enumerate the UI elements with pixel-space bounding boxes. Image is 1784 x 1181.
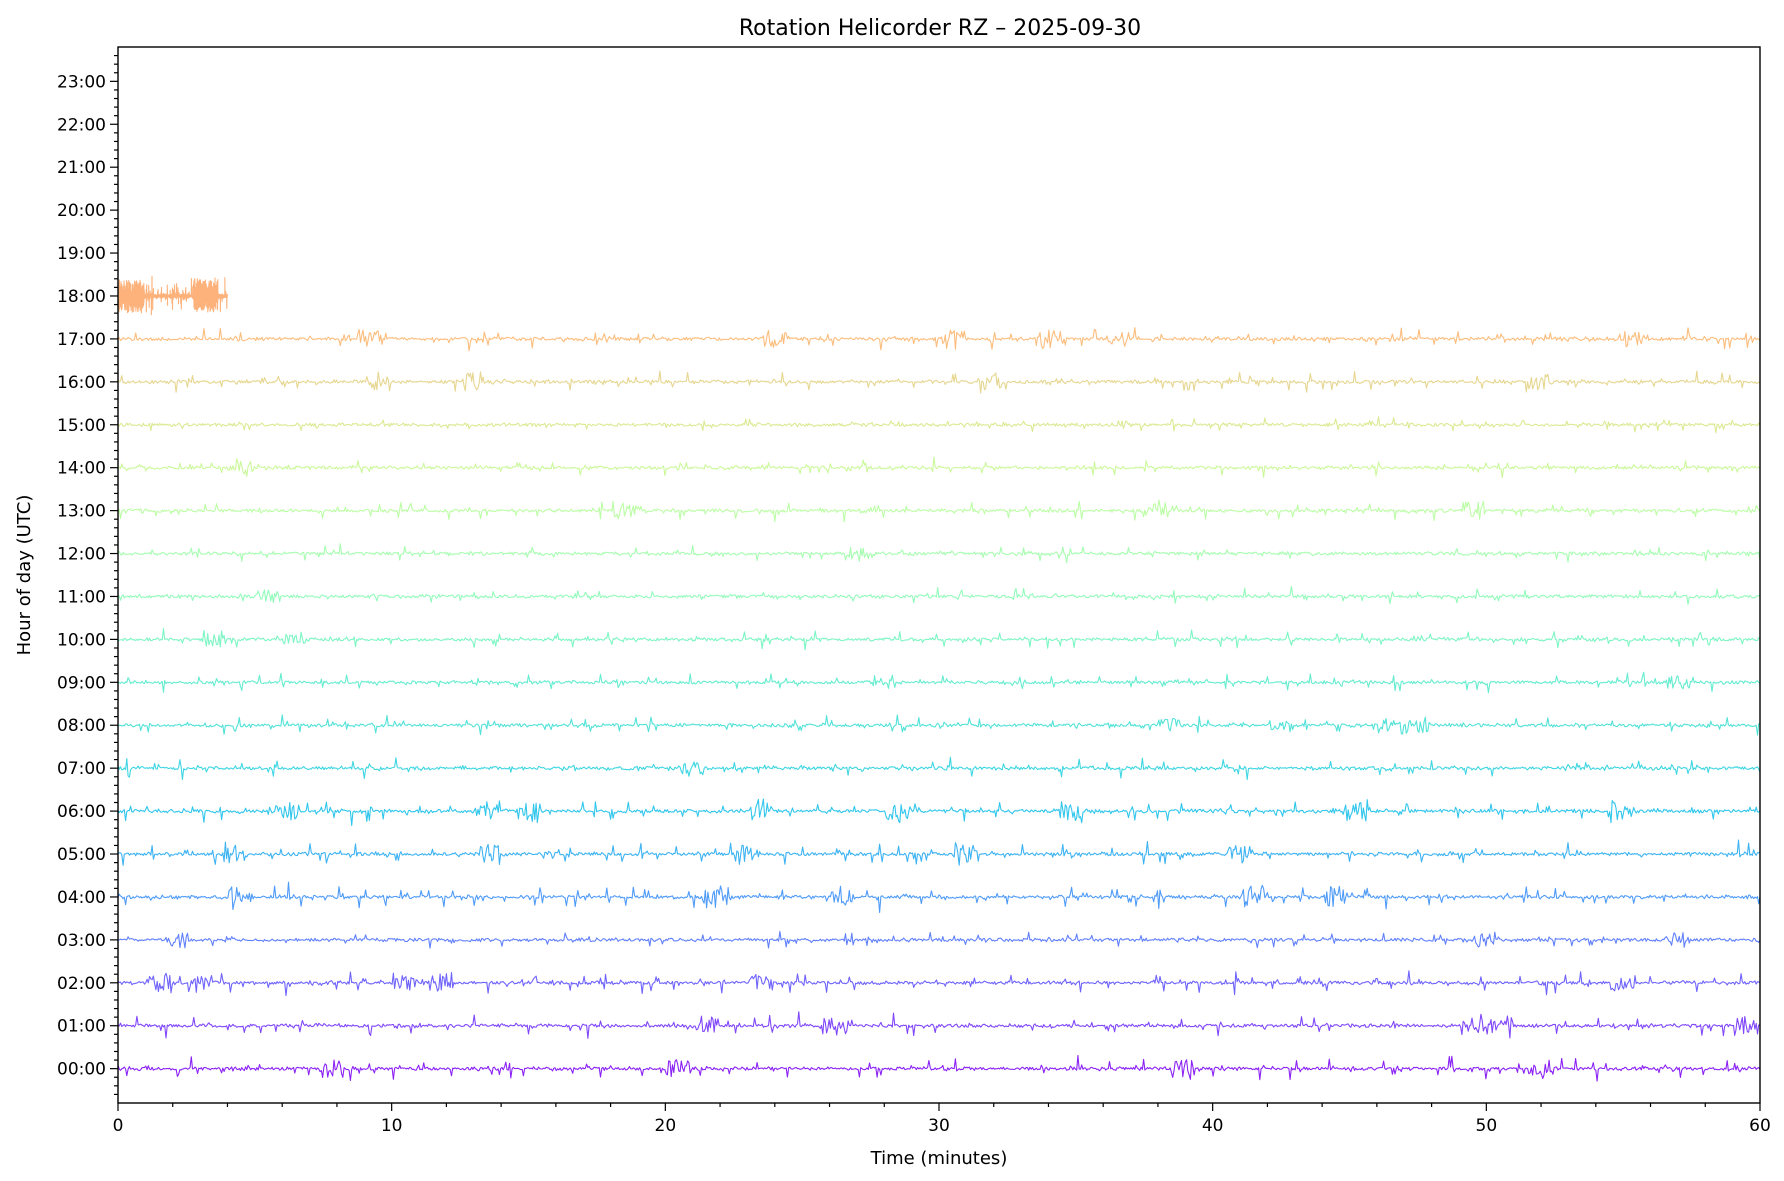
y-tick-label: 09:00 xyxy=(57,673,106,693)
x-tick-label: 0 xyxy=(113,1116,124,1136)
y-tick-label: 23:00 xyxy=(57,72,106,92)
trace-line xyxy=(117,970,1761,997)
x-tick-label: 40 xyxy=(1202,1116,1224,1136)
x-axis-label: Time (minutes) xyxy=(870,1148,1008,1169)
y-tick-label: 16:00 xyxy=(57,373,106,393)
trace-line xyxy=(117,1011,1761,1039)
trace-group xyxy=(117,275,1761,1082)
trace-line xyxy=(117,881,1761,914)
trace-line xyxy=(117,1054,1761,1082)
y-tick-label: 22:00 xyxy=(57,115,106,135)
y-tick-label: 04:00 xyxy=(57,888,106,908)
y-tick-label: 18:00 xyxy=(57,287,106,307)
x-tick-label: 20 xyxy=(655,1116,677,1136)
y-axis-label: Hour of day (UTC) xyxy=(14,495,35,656)
x-tick-label: 60 xyxy=(1749,1116,1771,1136)
trace-line xyxy=(117,416,1761,434)
y-axis: 00:00 01:00 02:00 03:00 04:00 05:00 06:00 07:00… xyxy=(57,54,118,1096)
y-tick-label: 12:00 xyxy=(57,545,106,565)
trace-line xyxy=(117,798,1761,826)
plot-frame xyxy=(117,46,1761,1104)
y-tick-label: 08:00 xyxy=(57,716,106,736)
y-tick-label: 21:00 xyxy=(57,158,106,178)
y-tick-label: 15:00 xyxy=(57,416,106,436)
y-tick-label: 11:00 xyxy=(57,587,106,607)
trace-line xyxy=(117,930,1761,949)
trace-line xyxy=(117,275,229,316)
x-axis: 0 10 20 30 40 50 60 xyxy=(113,1103,1771,1136)
trace-line xyxy=(117,839,1761,866)
trace-line xyxy=(117,714,1761,736)
y-tick-label: 13:00 xyxy=(57,502,106,522)
y-tick-label: 00:00 xyxy=(57,1060,106,1080)
y-tick-label: 14:00 xyxy=(57,459,106,479)
trace-line xyxy=(117,585,1761,605)
trace-line xyxy=(117,627,1761,651)
trace-line xyxy=(118,671,1761,694)
trace-line xyxy=(117,543,1761,564)
trace-line xyxy=(117,456,1761,479)
y-tick-label: 17:00 xyxy=(57,330,106,350)
y-tick-label: 01:00 xyxy=(57,1017,106,1037)
x-tick-label: 50 xyxy=(1476,1116,1498,1136)
y-tick-label: 10:00 xyxy=(57,630,106,650)
y-tick-label: 05:00 xyxy=(57,845,106,865)
chart-title: Rotation Helicorder RZ – 2025-09-30 xyxy=(739,16,1141,41)
x-tick-label: 10 xyxy=(381,1116,403,1136)
y-tick-label: 03:00 xyxy=(57,931,106,951)
trace-line xyxy=(117,327,1761,352)
y-tick-label: 19:00 xyxy=(57,244,106,264)
trace-line xyxy=(117,756,1761,781)
y-tick-label: 20:00 xyxy=(57,201,106,221)
trace-line xyxy=(117,499,1761,523)
y-tick-label: 06:00 xyxy=(57,802,106,822)
x-tick-label: 30 xyxy=(928,1116,950,1136)
trace-line xyxy=(117,370,1761,394)
y-tick-label: 02:00 xyxy=(57,974,106,994)
y-tick-label: 07:00 xyxy=(57,759,106,779)
